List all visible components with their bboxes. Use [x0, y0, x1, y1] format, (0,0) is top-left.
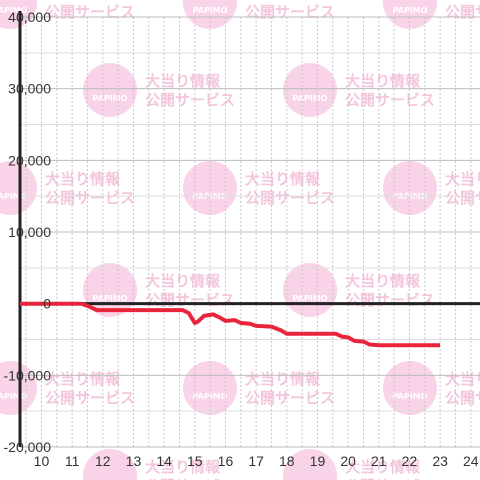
x-tick-label: 14 [156, 453, 172, 469]
watermark-logo-text: PAPIMO [393, 392, 428, 401]
watermark-logo-icon [183, 161, 237, 215]
horizontal-gridlines [20, 16, 480, 448]
watermark-logo-text: PAPIMO [93, 294, 128, 303]
watermark-line2: 公開サービス [345, 477, 435, 480]
x-tick-label: 10 [34, 453, 50, 469]
watermark-logo-text: PAPIMO [0, 192, 28, 201]
watermark-line2: 公開サービス [445, 389, 480, 407]
watermark-logo-icon [83, 63, 137, 117]
x-tick-label: 22 [402, 453, 418, 469]
watermark-line1: 大当り情報 [445, 370, 480, 388]
y-tick-label: 30,000 [8, 81, 51, 97]
watermark-line1: 大当り情報 [445, 170, 480, 188]
watermark-logo-text: PAPIMO [293, 294, 328, 303]
watermark-line2: 公開サービス [445, 3, 480, 21]
watermark-logo-text: PAPIMO [93, 94, 128, 103]
watermark-logo-icon [183, 0, 237, 29]
watermark-line2: 公開サービス [245, 3, 335, 21]
watermark-logo-icon [283, 449, 337, 480]
watermark-logo-text: PAPIMO [0, 392, 28, 401]
watermark-logo-text: PAPIMO [0, 6, 28, 15]
x-tick-label: 21 [371, 453, 387, 469]
watermark-logo-icon [383, 0, 437, 29]
watermark-line2: 公開サービス [45, 189, 135, 207]
watermark-logo-icon [83, 449, 137, 480]
watermark-line2: 公開サービス [145, 291, 235, 309]
watermark-logo-icon [0, 361, 37, 415]
watermark-logo-icon [283, 63, 337, 117]
watermark-line1: 大当り情報 [145, 458, 221, 476]
x-tick-labels: 10 11 12 13 14 15 16 17 18 19 20 21 22 23 24 [34, 453, 479, 469]
series-layer [20, 301, 441, 348]
watermark-line2: 公開サービス [145, 477, 235, 480]
x-tick-label: 24 [463, 453, 479, 469]
watermark-logo-icon [183, 361, 237, 415]
watermark-logo-icon [383, 361, 437, 415]
y-tick-labels: -20,000 -10,000 0 10,000 20,000 30,000 40,000 [4, 9, 52, 455]
axes [18, 11, 480, 447]
y-tick-label: 10,000 [8, 224, 51, 240]
watermark-line1: 大当り情報 [345, 458, 421, 476]
watermark-line1: 大当り情報 [345, 272, 421, 290]
watermark-line1: 大当り情報 [245, 0, 321, 2]
x-tick-label: 11 [65, 453, 80, 469]
x-tick-label: 12 [95, 453, 111, 469]
x-tick-label: 17 [248, 453, 264, 469]
x-tick-label: 19 [310, 453, 326, 469]
watermark-logo-text: PAPIMO [293, 94, 328, 103]
y-tick-label: 40,000 [8, 9, 51, 25]
watermark-logo-icon [383, 161, 437, 215]
watermark-line2: 公開サービス [245, 389, 335, 407]
watermark-logo-text: PAPIMO [393, 6, 428, 15]
y-tick-label: -20,000 [4, 439, 52, 455]
y-tick-label: 0 [43, 296, 51, 312]
watermark-logo-text: PAPIMO [193, 6, 228, 15]
watermark-line2: 公開サービス [45, 389, 135, 407]
watermark-logo-text: PAPIMO [193, 392, 228, 401]
x-tick-label: 18 [279, 453, 295, 469]
y-tick-label: -10,000 [4, 367, 52, 383]
x-tick-label: 13 [126, 453, 142, 469]
x-tick-label: 20 [340, 453, 356, 469]
watermark-line2: 公開サービス [245, 189, 335, 207]
watermark-logo-icon [283, 263, 337, 317]
watermark-line1: 大当り情報 [45, 0, 121, 2]
watermark-logo-icon [0, 0, 37, 29]
watermark-line2: 公開サービス [45, 3, 135, 21]
watermark-line1: 大当り情報 [145, 272, 221, 290]
y-tick-label: 20,000 [8, 152, 51, 168]
watermark-line2: 公開サービス [345, 291, 435, 309]
x-tick-label: 23 [432, 453, 448, 469]
watermark-line1: 大当り情報 [145, 72, 221, 90]
x-tick-label: 15 [187, 453, 203, 469]
series-line-0 [20, 301, 441, 348]
watermark-line2: 公開サービス [345, 91, 435, 109]
watermark-line1: 大当り情報 [445, 0, 480, 2]
watermark-logo-icon [0, 161, 37, 215]
watermark-line2: 公開サービス [145, 91, 235, 109]
watermark-line1: 大当り情報 [45, 170, 121, 188]
x-tick-label: 16 [218, 453, 234, 469]
watermark-line2: 公開サービス [445, 189, 480, 207]
watermark-line1: 大当り情報 [345, 72, 421, 90]
watermark-line1: 大当り情報 [45, 370, 121, 388]
